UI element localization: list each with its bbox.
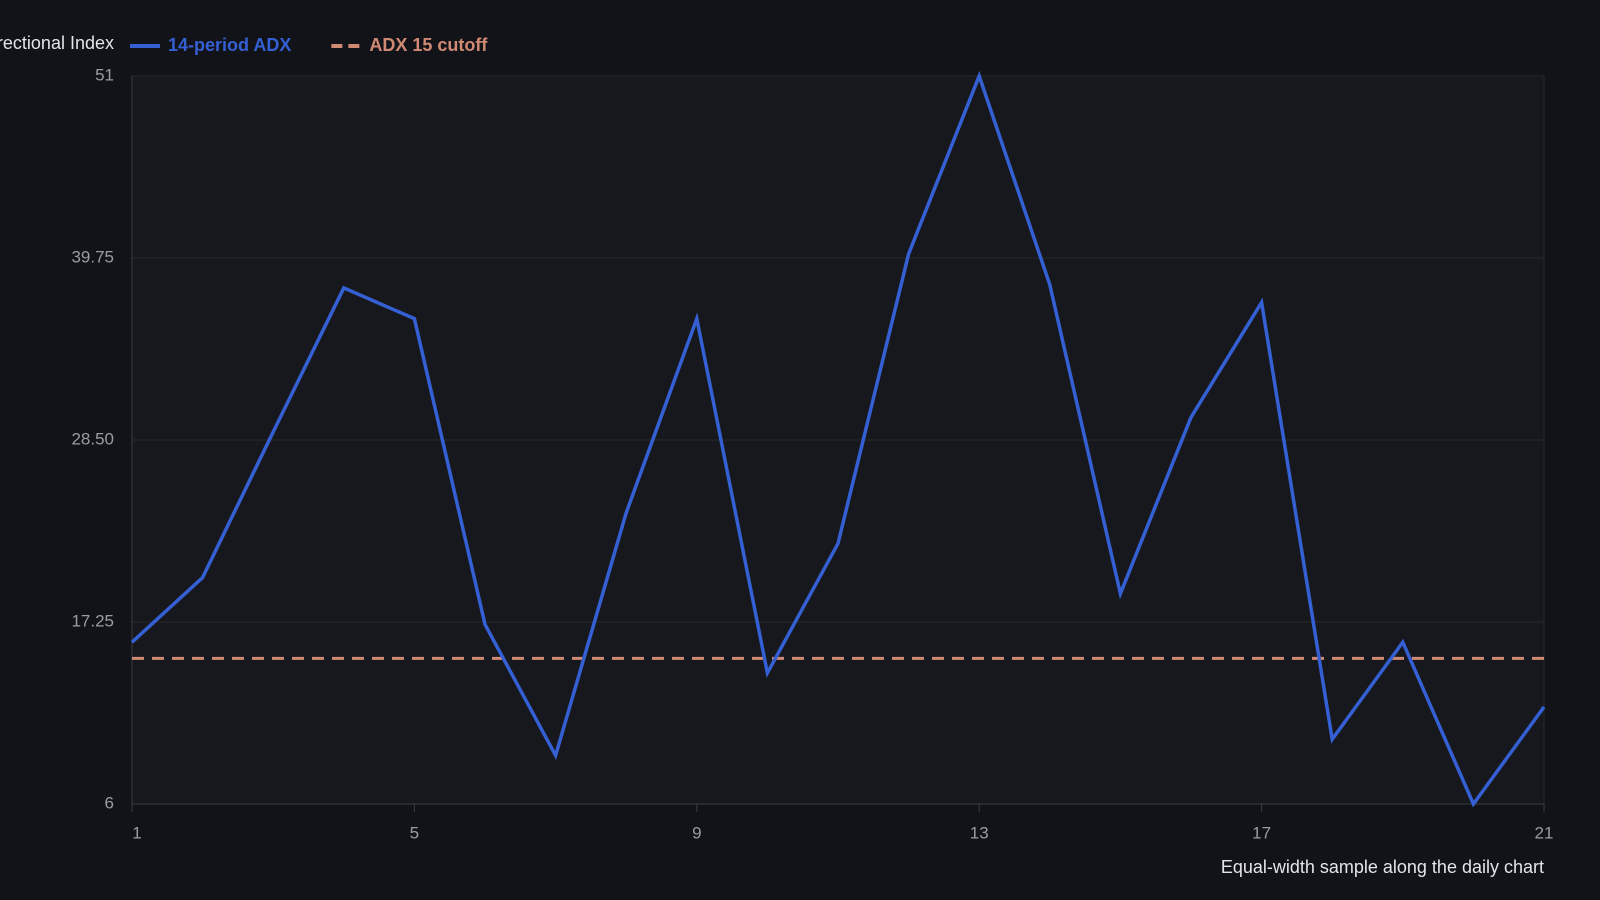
y-tick-label: 28.50 (71, 429, 114, 448)
x-tick-label: 13 (970, 823, 989, 842)
series-line (130, 70, 1546, 808)
legend-label: 14-period ADX (168, 35, 291, 55)
legend-label: ADX 15 cutoff (369, 35, 488, 55)
x-tick-label: 21 (1535, 823, 1554, 842)
x-tick-label: 17 (1252, 823, 1271, 842)
y-tick-label: 51 (95, 65, 114, 84)
x-tick-label: 9 (692, 823, 701, 842)
y-tick-label: 17.25 (71, 611, 114, 630)
y-axis-label: Average Directional Index (0, 33, 114, 53)
x-tick-label: 1 (132, 823, 141, 842)
y-tick-label: 39.75 (71, 247, 114, 266)
x-axis-label: Equal-width sample along the daily chart (1221, 857, 1544, 877)
x-tick-label: 5 (410, 823, 419, 842)
y-tick-label: 6 (105, 793, 114, 812)
